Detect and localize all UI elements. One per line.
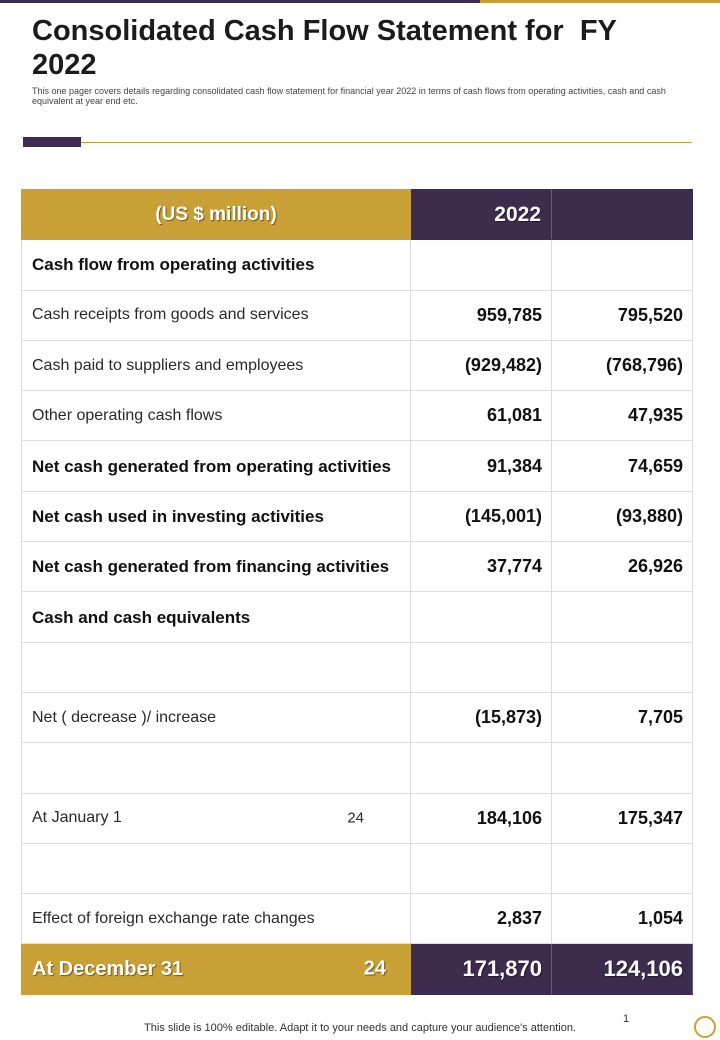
row-label: Effect of foreign exchange rate changes — [21, 893, 411, 945]
row-label: Other operating cash flows — [21, 390, 411, 442]
cash-flow-table: (US $ million) 2022 Cash flow from opera… — [21, 188, 693, 995]
row-label: Cash flow from operating activities — [21, 239, 411, 291]
page-subtitle: This one pager covers details regarding … — [32, 86, 666, 106]
row-value-2022: (15,873) — [410, 691, 552, 744]
footer-note: This slide is 100% editable. Adapt it to… — [144, 1022, 576, 1034]
table-row: At January 1 24 184,106 175,347 — [21, 792, 693, 844]
footer-value-2022: 171,870 — [410, 943, 552, 995]
row-value-prior: 7,705 — [551, 691, 693, 744]
row-label: Cash and cash equivalents — [21, 591, 411, 643]
header-label: (US $ million) — [21, 188, 411, 241]
row-value-2022: 959,785 — [410, 289, 552, 341]
accent-bar — [23, 137, 81, 147]
table-footer-row: At December 31 24 171,870 124,106 — [21, 943, 693, 995]
table-row: Other operating cash flows 61,081 47,935 — [21, 390, 693, 442]
row-label: Net cash generated from operating activi… — [21, 440, 411, 492]
row-value-2022 — [410, 239, 552, 291]
row-value-prior: 175,347 — [551, 792, 693, 844]
row-label: Cash receipts from goods and services — [21, 289, 411, 341]
row-value-prior: 795,520 — [551, 289, 693, 341]
table-row — [21, 742, 693, 794]
row-value-2022: 184,106 — [410, 792, 552, 844]
row-value-prior — [551, 591, 693, 643]
row-label: Cash paid to suppliers and employees — [21, 339, 411, 392]
table-row — [21, 641, 693, 693]
table-header-row: (US $ million) 2022 — [21, 188, 693, 241]
row-value-2022 — [410, 641, 552, 693]
top-rule — [0, 0, 720, 3]
table-row: Effect of foreign exchange rate changes … — [21, 893, 693, 945]
row-value-prior — [551, 842, 693, 895]
page-number: 1 — [623, 1013, 630, 1025]
row-value-prior — [551, 742, 693, 794]
row-value-prior — [551, 239, 693, 291]
row-value-prior: (768,796) — [551, 339, 693, 392]
row-label — [21, 742, 411, 794]
row-value-2022: (929,482) — [410, 339, 552, 392]
row-label — [21, 641, 411, 693]
header-year: 2022 — [410, 188, 552, 241]
row-value-2022: (145,001) — [410, 490, 552, 543]
page-title: Consolidated Cash Flow Statement for FY … — [32, 15, 617, 81]
row-value-prior: 26,926 — [551, 541, 693, 593]
row-value-2022: 2,837 — [410, 893, 552, 945]
row-label — [21, 842, 411, 895]
table-row: Cash receipts from goods and services 95… — [21, 289, 693, 341]
header-year-2 — [551, 188, 693, 241]
table-row: Net ( decrease )/ increase (15,873) 7,70… — [21, 691, 693, 744]
row-value-prior: (93,880) — [551, 490, 693, 543]
table-row: Net cash generated from operating activi… — [21, 440, 693, 492]
footer-label: At December 31 — [32, 957, 184, 980]
row-value-2022 — [410, 742, 552, 794]
top-rule-accent — [480, 0, 720, 3]
row-value-prior: 47,935 — [551, 390, 693, 442]
row-value-2022: 37,774 — [410, 541, 552, 593]
table-row: Net cash generated from financing activi… — [21, 541, 693, 593]
row-value-2022: 61,081 — [410, 390, 552, 442]
table-row: Cash paid to suppliers and employees (92… — [21, 339, 693, 392]
footer-label-cell: At December 31 24 — [21, 943, 411, 995]
row-value-prior: 74,659 — [551, 440, 693, 492]
table-row: Cash and cash equivalents — [21, 591, 693, 643]
footer-value-prior: 124,106 — [551, 943, 693, 995]
row-value-prior — [551, 641, 693, 693]
table-row: Cash flow from operating activities — [21, 239, 693, 291]
table-row: Net cash used in investing activities (1… — [21, 490, 693, 543]
circle-outline-icon — [694, 1016, 716, 1038]
row-label: Net cash generated from financing activi… — [21, 541, 411, 593]
row-inline-number: 24 — [347, 809, 364, 827]
row-value-2022: 91,384 — [410, 440, 552, 492]
footer-inline-number: 24 — [363, 957, 386, 980]
row-value-2022 — [410, 591, 552, 643]
row-value-prior: 1,054 — [551, 893, 693, 945]
row-label: Net ( decrease )/ increase — [21, 691, 411, 744]
row-label: Net cash used in investing activities — [21, 490, 411, 543]
row-value-2022 — [410, 842, 552, 895]
accent-divider — [81, 142, 692, 143]
table-row — [21, 842, 693, 895]
row-label-cell: At January 1 24 — [21, 792, 411, 844]
row-label: At January 1 — [32, 809, 122, 827]
